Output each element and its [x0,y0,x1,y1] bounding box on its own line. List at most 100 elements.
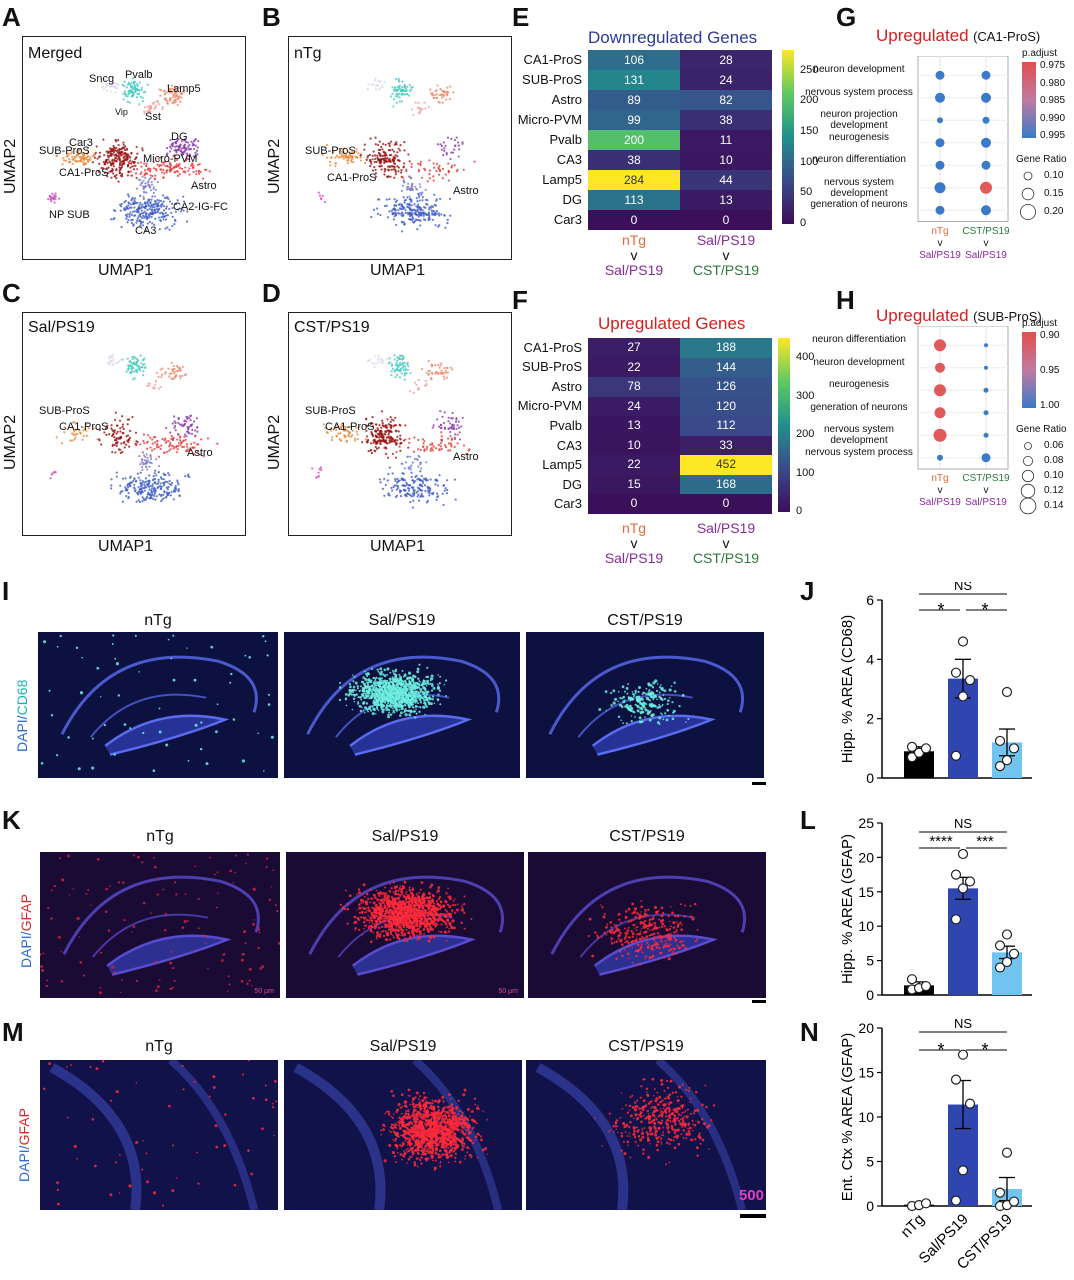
umap-cell-point [84,163,87,166]
cluster-label: Astro [187,447,213,459]
umap-cell-point [186,141,190,144]
data-point [994,761,1006,772]
heatmap-row-label: Micro-PVM [517,398,582,414]
go-dot [937,454,943,461]
umap-cell-point [329,164,332,167]
umap-cell-point [175,158,179,162]
umap-cell-point [133,477,136,480]
umap-cell-point [112,362,115,366]
umap-cell-point [376,156,379,159]
go-term-label: nervous system development [823,424,895,447]
umap-cell-point [143,201,146,204]
umap-cell-point [161,437,164,441]
umap-cell-point [156,101,159,104]
umap-cell-point [143,169,147,172]
umap-cell-point [419,470,422,473]
umap-cell-point [116,151,119,154]
umap-cell-point [185,420,188,423]
umap-cell-point [408,484,411,487]
umap-cell-point [157,201,160,204]
umap-cell-point [119,436,123,439]
umap-cell-point [436,143,440,146]
umap-y-label: UMAP2 [266,414,283,470]
umap-cell-point [180,424,183,427]
umap-cell-point [415,383,418,387]
umap-cell-point [390,430,393,434]
umap-cell-point [184,141,188,144]
go-ratio-tick: 0.12 [1044,485,1064,496]
micro-m-title-ntg: nTg [145,1038,173,1055]
umap-cell-point [176,448,179,451]
umap-cell-point [75,160,79,163]
umap-cell-point [136,219,139,222]
umap-cell-point [365,424,368,427]
go-ratio-tick: 0.10 [1044,470,1064,481]
umap-cell-point [196,450,200,453]
umap-cell-point [139,220,143,223]
umap-cell-point [388,210,391,213]
heatmap-cell: 284 [588,170,680,190]
umap-cell-point [68,160,71,164]
umap-cell-point [389,420,392,424]
panel-label-a: A [2,2,21,32]
heatmap-cell: 10 [680,150,772,170]
umap-cell-point [136,82,139,86]
umap-cell-point [374,445,377,449]
umap-cell-point [428,494,431,497]
umap-cell-point [416,210,419,213]
umap-cell-point [409,468,412,471]
umap-cell-point [165,496,168,499]
umap-cell-point [416,228,419,231]
umap-cell-point [175,170,178,173]
umap-cell-point [127,163,130,167]
umap-cell-point [396,92,400,96]
umap-cell-point [446,366,449,370]
umap-cell-point [159,156,163,159]
umap-cell-point [111,451,114,454]
umap-cell-point [411,506,415,509]
umap-cell-point [395,204,398,207]
heatmap-row-label: Lamp5 [542,172,582,187]
umap-cell-point [141,490,144,493]
go-term-label: neuron development [813,356,905,368]
go-x-label: nTg [931,225,949,237]
umap-cell-point [404,438,407,441]
umap-cell-point [388,441,391,444]
umap-cell-point [112,354,115,357]
umap-cell-point [183,435,186,438]
umap-cell-point [386,442,389,445]
umap-cell-point [152,498,155,501]
umap-cell-point [396,95,399,98]
umap-cell-point [120,202,123,206]
umap-cell-point [104,159,108,163]
umap-cell-point [116,430,119,433]
umap-cell-point [407,467,410,470]
umap-cell-point [86,151,89,154]
go-ratio-tick: 0.08 [1044,455,1064,466]
micrograph-gfap-cstps19 [528,852,766,998]
umap-cell-point [133,161,136,164]
umap-cell-point [446,94,449,97]
umap-cell-point [139,215,142,218]
umap-cell-point [432,179,435,182]
data-point [950,869,962,880]
umap-cell-point [425,371,428,374]
umap-cell-point [146,105,149,108]
umap-cell-point [135,145,138,149]
umap-cell-point [403,206,406,210]
umap-cell-point [136,168,139,171]
umap-cell-point [216,442,219,445]
umap-cell-point [346,159,350,162]
umap-cell-point [395,442,398,445]
umap-cell-point [136,210,139,213]
umap-cell-point [321,153,324,156]
umap-cell-point [134,200,137,204]
umap-cell-point [390,418,393,421]
umap-cell-point [320,468,323,471]
umap-cell-point [165,196,168,199]
umap-cell-point [141,451,145,454]
umap-cell-point [388,357,391,360]
umap-cell-point [69,152,72,155]
umap-cell-point [385,447,388,450]
umap-cell-point [445,376,449,379]
